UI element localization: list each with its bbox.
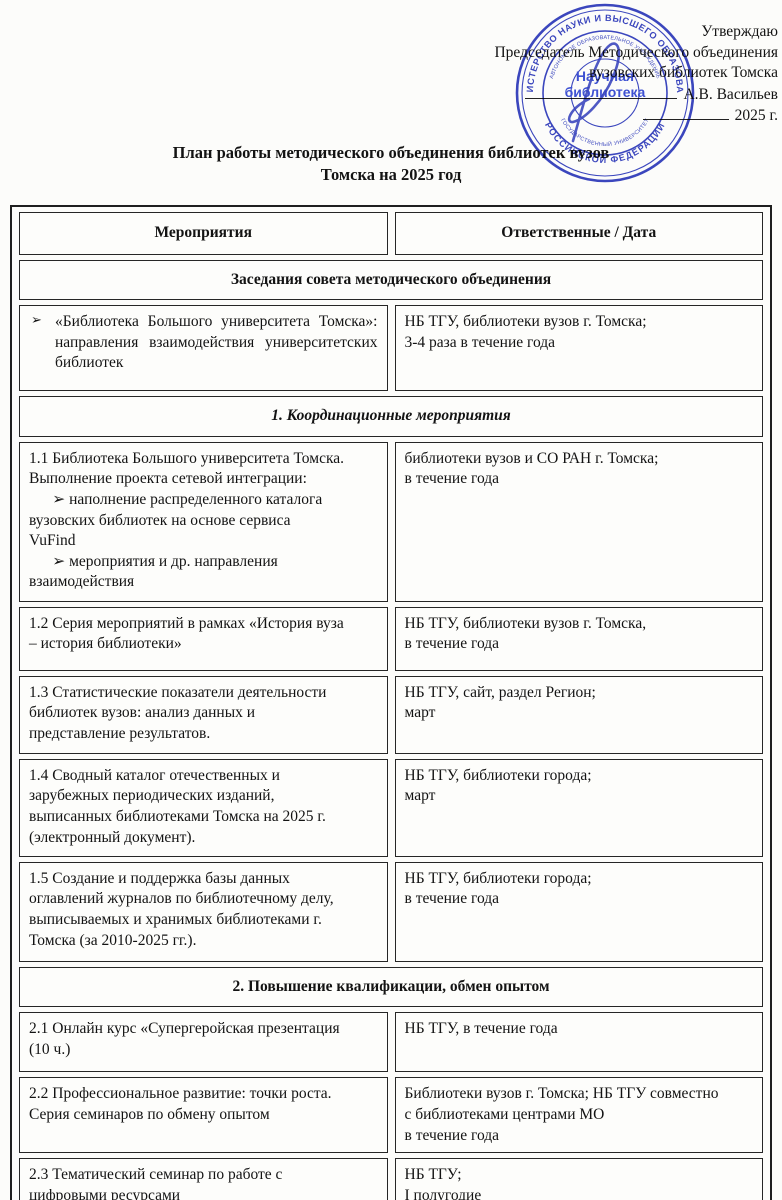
row-2-2-responsible-text: Библиотеки вузов г. Томска; НБ ТГУ совме… xyxy=(404,1085,719,1144)
table-row: 1.1 Библиотека Большого университета Том… xyxy=(19,441,763,602)
row-1-4-events-cell: 1.4 Сводный каталог отечественных и зару… xyxy=(19,758,388,857)
row-2-3-events-text: 2.3 Тематический семинар по работе с циф… xyxy=(29,1166,283,1200)
library-stamp-seal: МИНИСТЕРСТВО НАУКИ И ВЫСШЕГО ОБРАЗОВАНИЯ… xyxy=(513,1,695,183)
header-cell-responsible: Ответственные / Дата xyxy=(394,212,763,255)
row-1-1-responsible-cell: библиотеки вузов и СО РАН г. Томска; в т… xyxy=(394,441,763,602)
year-text: 2025 г. xyxy=(734,107,778,124)
table-row: 2.3 Тематический семинар по работе с циф… xyxy=(19,1158,763,1200)
section-row-1: 1. Координационные мероприятия xyxy=(19,396,763,437)
signature-name: А.В. Васильев xyxy=(683,85,778,103)
date-line xyxy=(642,105,729,120)
section-2-title: 2. Повышение квалификации, обмен опытом xyxy=(19,966,763,1008)
title-line-2: Томска на 2025 год xyxy=(320,165,462,184)
table-row: 1.2 Серия мероприятий в рамках «История … xyxy=(19,606,763,671)
handwritten-signature xyxy=(567,42,621,143)
row-1-1-events-cell: 1.1 Библиотека Большого университета Том… xyxy=(19,441,388,602)
arrow-bullet-icon: ➢ xyxy=(31,313,42,329)
row-2-1-responsible-text: НБ ТГУ, в течение года xyxy=(404,1020,558,1038)
stamp-outer-circle xyxy=(515,3,695,183)
table-row: 1.4 Сводный каталог отечественных и зару… xyxy=(19,758,763,857)
row-1-2-events-text: 1.2 Серия мероприятий в рамках «История … xyxy=(29,614,344,653)
table-row: 2.2 Профессиональное развитие: точки рос… xyxy=(19,1077,763,1154)
approval-line-approve: Утверждаю xyxy=(701,23,778,40)
row-2-3-responsible-cell: НБ ТГУ; I полугодие xyxy=(394,1158,763,1200)
council-events-text: «Библиотека Большого университета Томска… xyxy=(55,313,378,372)
stamp-center-text-1: Научная xyxy=(576,68,634,84)
plan-table: Мероприятия Ответственные / Дата Заседан… xyxy=(10,205,772,1200)
section-row-council: Заседания совета методического объединен… xyxy=(19,259,763,301)
row-2-3-responsible-text: НБ ТГУ; I полугодие xyxy=(404,1166,482,1200)
row-1-5-responsible-text: НБ ТГУ, библиотеки города; в течение год… xyxy=(404,869,592,908)
row-1-2-responsible-cell: НБ ТГУ, библиотеки вузов г. Томска, в те… xyxy=(394,606,763,671)
section-council-title: Заседания совета методического объединен… xyxy=(19,259,763,301)
row-2-3-events-cell: 2.3 Тематический семинар по работе с циф… xyxy=(19,1158,388,1200)
approval-line-chairman: Председатель Методического объединения xyxy=(494,43,778,61)
row-1-5-events-cell: 1.5 Создание и поддержка базы данных огл… xyxy=(19,861,388,962)
title-line-1: План работы методического объединения би… xyxy=(172,143,610,162)
header-cell-events: Мероприятия xyxy=(19,212,388,255)
row-1-2-responsible-text: НБ ТГУ, библиотеки вузов г. Томска, в те… xyxy=(404,614,647,653)
row-2-2-events-cell: 2.2 Профессиональное развитие: точки рос… xyxy=(19,1077,388,1154)
council-responsible-text: НБ ТГУ, библиотеки вузов г. Томска; 3-4 … xyxy=(404,313,647,351)
section-row-2: 2. Повышение квалификации, обмен опытом xyxy=(19,966,763,1008)
row-1-5-responsible-cell: НБ ТГУ, библиотеки города; в течение год… xyxy=(394,861,763,962)
section-1-title: 1. Координационные мероприятия xyxy=(19,396,763,437)
date-row: 2025 г. xyxy=(494,105,778,127)
table-row: ➢ «Библиотека Большого университета Томс… xyxy=(19,305,763,392)
row-1-2-events-cell: 1.2 Серия мероприятий в рамках «История … xyxy=(19,606,388,671)
table-row: 1.3 Статистические показатели деятельнос… xyxy=(19,675,763,754)
row-1-3-responsible-text: НБ ТГУ, сайт, раздел Регион; март xyxy=(404,683,596,722)
table-header-row: Мероприятия Ответственные / Дата xyxy=(19,212,763,255)
row-2-1-events-cell: 2.1 Онлайн курс «Супергеройская презента… xyxy=(19,1012,388,1073)
row-2-1-responsible-cell: НБ ТГУ, в течение года xyxy=(394,1012,763,1073)
row-2-2-events-text: 2.2 Профессиональное развитие: точки рос… xyxy=(29,1085,332,1124)
document-title: План работы методического объединения би… xyxy=(0,142,782,186)
row-1-3-events-cell: 1.3 Статистические показатели деятельнос… xyxy=(19,675,388,754)
row-2-1-events-text: 2.1 Онлайн курс «Супергеройская презента… xyxy=(29,1020,340,1059)
row-1-3-events-text: 1.3 Статистические показатели деятельнос… xyxy=(29,683,327,743)
row-1-4-responsible-text: НБ ТГУ, библиотеки города; март xyxy=(404,766,592,805)
approval-line-libraries: вузовских библиотек Томска xyxy=(589,64,778,81)
row-1-3-responsible-cell: НБ ТГУ, сайт, раздел Регион; март xyxy=(394,675,763,754)
row-1-4-responsible-cell: НБ ТГУ, библиотеки города; март xyxy=(394,758,763,857)
council-events-cell: ➢ «Библиотека Большого университета Томс… xyxy=(19,305,388,392)
row-2-2-responsible-cell: Библиотеки вузов г. Томска; НБ ТГУ совме… xyxy=(394,1077,763,1154)
row-1-4-events-text: 1.4 Сводный каталог отечественных и зару… xyxy=(29,766,326,846)
table-row: 2.1 Онлайн курс «Супергеройская презента… xyxy=(19,1012,763,1073)
row-1-1-events-text: 1.1 Библиотека Большого университета Том… xyxy=(29,449,344,591)
row-1-5-events-text: 1.5 Создание и поддержка базы данных огл… xyxy=(29,869,334,949)
row-1-1-responsible-text: библиотеки вузов и СО РАН г. Томска; в т… xyxy=(404,449,659,488)
council-responsible-cell: НБ ТГУ, библиотеки вузов г. Томска; 3-4 … xyxy=(394,305,763,392)
table-row: 1.5 Создание и поддержка базы данных огл… xyxy=(19,861,763,962)
